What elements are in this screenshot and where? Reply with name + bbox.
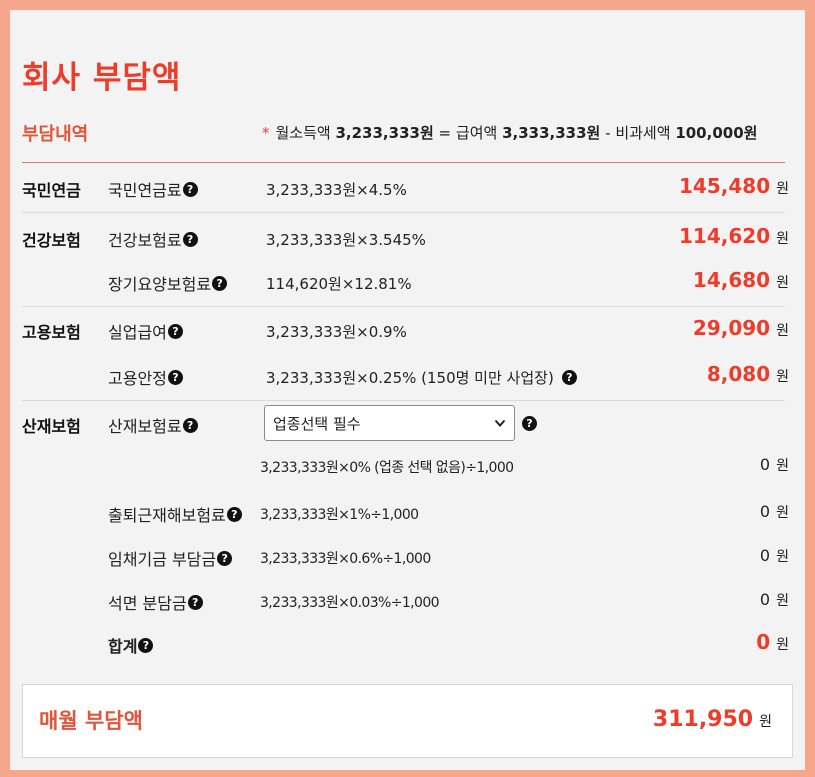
row-divider — [22, 400, 785, 401]
help-icon[interactable]: ? — [167, 323, 183, 339]
category-health: 건강보험 — [22, 231, 81, 250]
industry-select[interactable]: 업종선택 필수 — [264, 405, 515, 441]
longterm-label: 장기요양보험료? — [108, 271, 228, 295]
unemployment-amount: 29,090 원 — [692, 316, 789, 340]
salary-value: 3,333,333원 — [502, 124, 601, 142]
income-formula: * 월소득액 3,233,333원 = 급여액 3,333,333원 - 비과세액… — [262, 124, 758, 142]
asterisk: * — [262, 124, 270, 142]
wage-fund-calc: 3,233,333원×0.6%÷1,000 — [260, 551, 431, 567]
help-icon[interactable]: ? — [561, 370, 577, 385]
monthly-total-label: 매월 부담액 — [39, 709, 143, 733]
category-industrial: 산재보험 — [22, 417, 81, 436]
row-divider — [22, 306, 785, 307]
subtotal-label: 합계? — [108, 633, 154, 657]
category-employment: 고용보험 — [22, 323, 81, 342]
longterm-calc: 114,620원×12.81% — [266, 275, 412, 293]
industry-select-value: 업종선택 필수 — [273, 414, 361, 433]
help-icon[interactable]: ? — [522, 416, 537, 431]
help-icon[interactable]: ? — [167, 369, 183, 385]
asbestos-calc: 3,233,333원×0.03%÷1,000 — [260, 595, 440, 611]
monthly-total-amount: 311,950 원 — [652, 707, 772, 732]
health-calc: 3,233,333원×3.545% — [266, 231, 426, 249]
unemployment-calc: 3,233,333원×0.9% — [266, 323, 407, 341]
commute-calc: 3,233,333원×1%÷1,000 — [260, 507, 419, 523]
help-icon[interactable]: ? — [187, 594, 203, 610]
breakdown-label: 부담내역 — [22, 124, 89, 145]
help-icon[interactable]: ? — [182, 231, 198, 247]
asbestos-label: 석면 분담금? — [108, 590, 203, 614]
help-icon[interactable]: ? — [182, 181, 198, 197]
unemployment-label: 실업급여? — [108, 319, 183, 343]
employer-cost-panel: 회사 부담액 부담내역 * 월소득액 3,233,333원 = 급여액 3,333… — [10, 10, 805, 770]
stability-calc: 3,233,333원×0.25% (150명 미만 사업장)? — [266, 367, 577, 388]
help-icon[interactable]: ? — [138, 637, 154, 653]
longterm-amount: 14,680 원 — [692, 268, 789, 292]
category-pension: 국민연금 — [22, 181, 81, 200]
help-icon[interactable]: ? — [226, 506, 242, 522]
health-label: 건강보험료? — [108, 227, 198, 251]
section-divider — [22, 162, 785, 163]
health-amount: 114,620 원 — [679, 224, 789, 248]
commute-label: 출퇴근재해보험료? — [108, 502, 242, 526]
monthly-total-box: 매월 부담액 311,950 원 — [22, 684, 793, 758]
wage-fund-label: 임채기금 부담금? — [108, 546, 233, 570]
nontax-value: 100,000원 — [675, 124, 758, 142]
row-divider — [22, 212, 785, 213]
pension-calc: 3,233,333원×4.5% — [266, 181, 407, 199]
page-title: 회사 부담액 — [22, 60, 182, 96]
help-icon[interactable]: ? — [182, 417, 198, 433]
stability-amount: 8,080 원 — [706, 362, 789, 386]
monthly-income-value: 3,233,333원 — [335, 124, 434, 142]
industrial-label: 산재보험료? — [108, 413, 198, 437]
help-icon[interactable]: ? — [217, 550, 233, 566]
industrial-calc: 3,233,333원×0% (업종 선택 없음)÷1,000 — [260, 460, 514, 476]
stability-label: 고용안정? — [108, 365, 183, 389]
pension-label: 국민연금료? — [108, 177, 198, 201]
chevron-down-icon — [494, 419, 506, 427]
pension-amount: 145,480 원 — [679, 174, 789, 198]
help-icon[interactable]: ? — [212, 275, 228, 291]
